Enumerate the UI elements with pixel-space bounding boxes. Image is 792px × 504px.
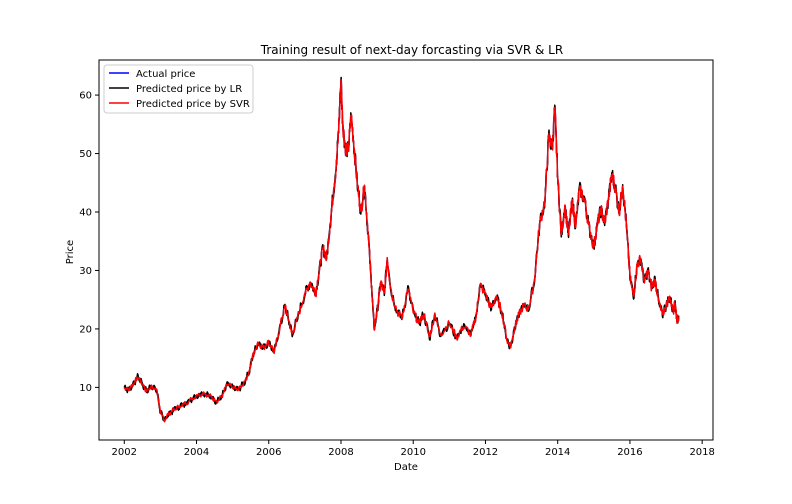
x-tick-label: 2010 xyxy=(400,447,425,458)
legend-label-svr: Predicted price by SVR xyxy=(136,99,250,110)
x-tick-label: 2014 xyxy=(545,447,570,458)
legend-label-actual: Actual price xyxy=(136,69,195,80)
x-axis: 2002 2004 2006 2008 2010 2012 2014 2016 2018 xyxy=(112,440,715,458)
y-tick-label: 10 xyxy=(79,383,92,394)
x-tick-label: 2002 xyxy=(112,447,137,458)
x-tick-label: 2006 xyxy=(256,447,281,458)
y-tick-label: 60 xyxy=(79,91,92,102)
chart-title: Training result of next-day forcasting v… xyxy=(260,43,563,57)
y-axis: 10 20 30 40 50 60 xyxy=(79,91,99,394)
legend-entry-actual: Actual price xyxy=(109,69,195,80)
x-tick-label: 2016 xyxy=(617,447,642,458)
plot-area xyxy=(98,59,714,441)
series-line-svr xyxy=(123,78,680,423)
legend: Actual price Predicted price by LR Predi… xyxy=(103,64,254,114)
y-axis-title: Price xyxy=(65,240,76,264)
x-tick-label: 2004 xyxy=(184,447,209,458)
x-tick-label: 2012 xyxy=(473,447,498,458)
legend-entry-svr: Predicted price by SVR xyxy=(109,99,250,110)
x-tick-label: 2008 xyxy=(328,447,353,458)
y-tick-label: 50 xyxy=(79,149,92,160)
legend-label-lr: Predicted price by LR xyxy=(136,84,242,95)
x-tick-label: 2018 xyxy=(689,447,714,458)
y-tick-label: 20 xyxy=(79,324,92,335)
y-tick-label: 30 xyxy=(79,266,92,277)
y-tick-label: 40 xyxy=(79,208,92,219)
x-axis-title: Date xyxy=(394,462,418,473)
series-layer xyxy=(123,76,680,423)
plot-frame xyxy=(98,59,714,441)
legend-entry-lr: Predicted price by LR xyxy=(109,84,242,95)
legend-box xyxy=(103,64,254,114)
